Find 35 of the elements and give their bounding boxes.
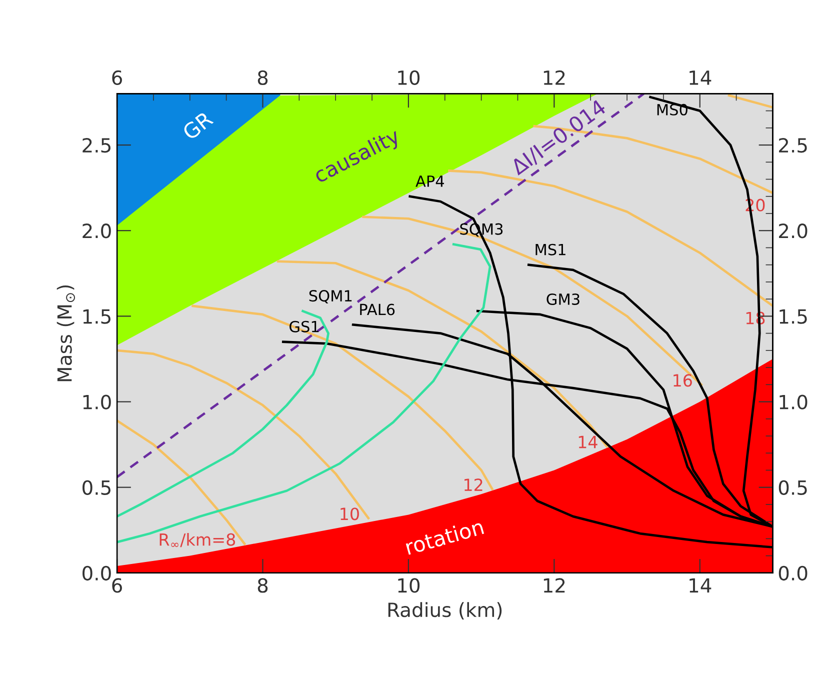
y2-tick-label: 1.0 xyxy=(780,394,808,410)
annotation: GM3 xyxy=(546,293,580,306)
y-tick-label: 2.5 xyxy=(82,138,110,153)
series-label: GR xyxy=(182,110,214,141)
x2-tick-label: 12 xyxy=(544,70,565,85)
y2-tick-label: 1.5 xyxy=(780,309,807,324)
x2-tick-label: 8 xyxy=(258,70,268,86)
y2-tick-label: 0.5 xyxy=(778,480,807,495)
x-tick-label: 6 xyxy=(112,578,122,593)
x-tick-label: 10 xyxy=(398,578,420,593)
x2-tick-label: 14 xyxy=(690,70,712,85)
series-label: 14 xyxy=(578,436,598,448)
annotation: MS1 xyxy=(536,244,566,256)
series-label: 10 xyxy=(340,508,359,520)
x-tick-label: 14 xyxy=(690,578,712,593)
x2-tick-label: 10 xyxy=(398,70,420,86)
y-tick-label: 0.5 xyxy=(82,480,110,495)
annotation: PAL6 xyxy=(360,304,395,316)
y2-tick-label: 2.5 xyxy=(779,138,807,153)
x-tick-label: 12 xyxy=(544,578,565,593)
y-axis-title: Mass (M$_{⊙}$) xyxy=(56,285,76,382)
series-label: 16 xyxy=(674,374,692,387)
y-tick-label: 0.0 xyxy=(82,566,111,581)
y-tick-label: 2.0 xyxy=(82,224,111,238)
y2-tick-label: 0.0 xyxy=(778,566,808,581)
y-tick-label: 1.0 xyxy=(83,394,111,410)
series-label: 12 xyxy=(464,478,482,491)
x-tick-label: 8 xyxy=(258,578,268,593)
annotation: SQM1 xyxy=(309,290,352,304)
series-label: rotation xyxy=(404,518,484,556)
x2-tick-label: 6 xyxy=(112,70,122,86)
series-label: R$_{∞}$/km=8 xyxy=(160,532,236,548)
y2-tick-label: 2.0 xyxy=(779,224,808,238)
y-tick-label: 1.5 xyxy=(83,309,110,324)
x-axis-title: Radius (km) xyxy=(388,602,502,620)
